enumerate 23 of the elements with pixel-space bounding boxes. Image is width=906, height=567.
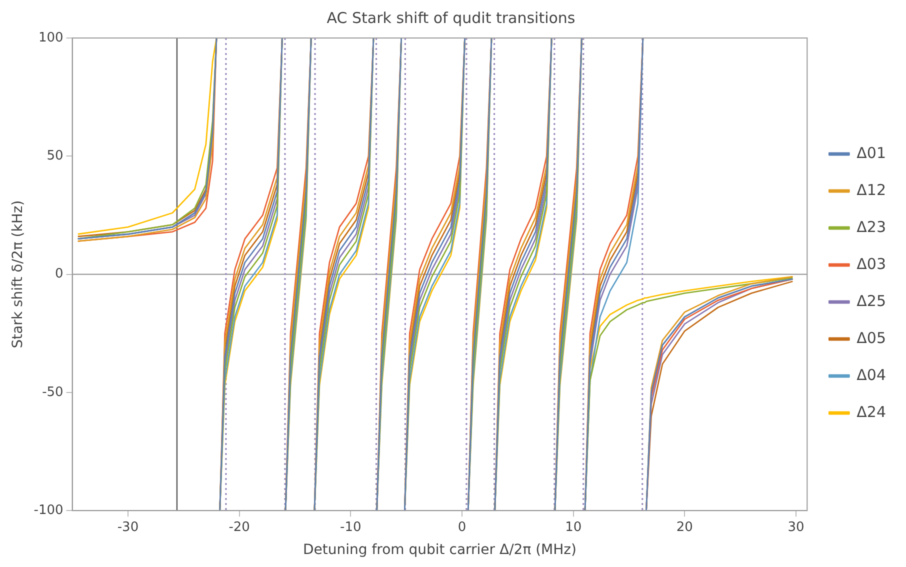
chart-title: AC Stark shift of qudit transitions xyxy=(326,8,576,27)
x-tick-label: -30 xyxy=(117,520,139,535)
legend-label: Δ03 xyxy=(856,254,886,273)
y-tick-label: -100 xyxy=(34,502,64,518)
x-tick-label: -20 xyxy=(228,520,250,535)
legend-label: Δ23 xyxy=(856,218,886,236)
legend-label: Δ24 xyxy=(856,402,886,421)
y-axis-title: Stark shift δ/2π (kHz) xyxy=(10,200,26,348)
y-tick-label: 50 xyxy=(46,148,64,164)
legend-label: Δ04 xyxy=(856,366,886,384)
legend-label: Δ01 xyxy=(856,144,886,162)
x-tick-label: 0 xyxy=(458,520,466,535)
x-tick-label: 20 xyxy=(676,520,693,535)
y-tick-label: -50 xyxy=(42,384,64,400)
x-tick-label: -10 xyxy=(340,520,362,535)
legend-label: Δ05 xyxy=(856,328,886,347)
x-tick-label: 30 xyxy=(788,520,804,535)
legend-label: Δ12 xyxy=(856,180,886,199)
x-axis-title: Detuning from qubit carrier Δ/2π (MHz) xyxy=(303,542,576,558)
y-tick-label: 100 xyxy=(38,30,64,46)
y-tick-label: 0 xyxy=(55,266,64,282)
legend-label: Δ25 xyxy=(856,292,886,310)
x-tick-label: 10 xyxy=(565,520,582,535)
